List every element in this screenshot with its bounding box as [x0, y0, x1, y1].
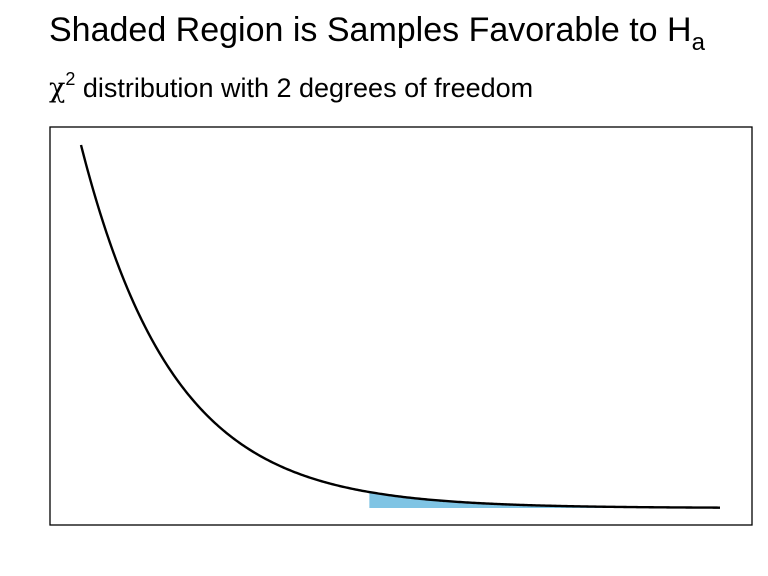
shaded-region	[369, 492, 720, 508]
chart-title: Shaded Region is Samples Favorable to Ha	[49, 8, 705, 55]
chart-title-subscript: a	[691, 29, 705, 56]
chart-subtitle: χ2 distribution with 2 degrees of freedo…	[49, 70, 533, 107]
chi-superscript: 2	[65, 69, 76, 89]
chart-subtitle-text: distribution with 2 degrees of freedom	[75, 73, 534, 103]
plot-frame	[49, 126, 753, 526]
chi-symbol: χ	[49, 73, 66, 104]
density-curve	[79, 144, 720, 509]
chart-title-text: Shaded Region is Samples Favorable to H	[49, 11, 692, 49]
